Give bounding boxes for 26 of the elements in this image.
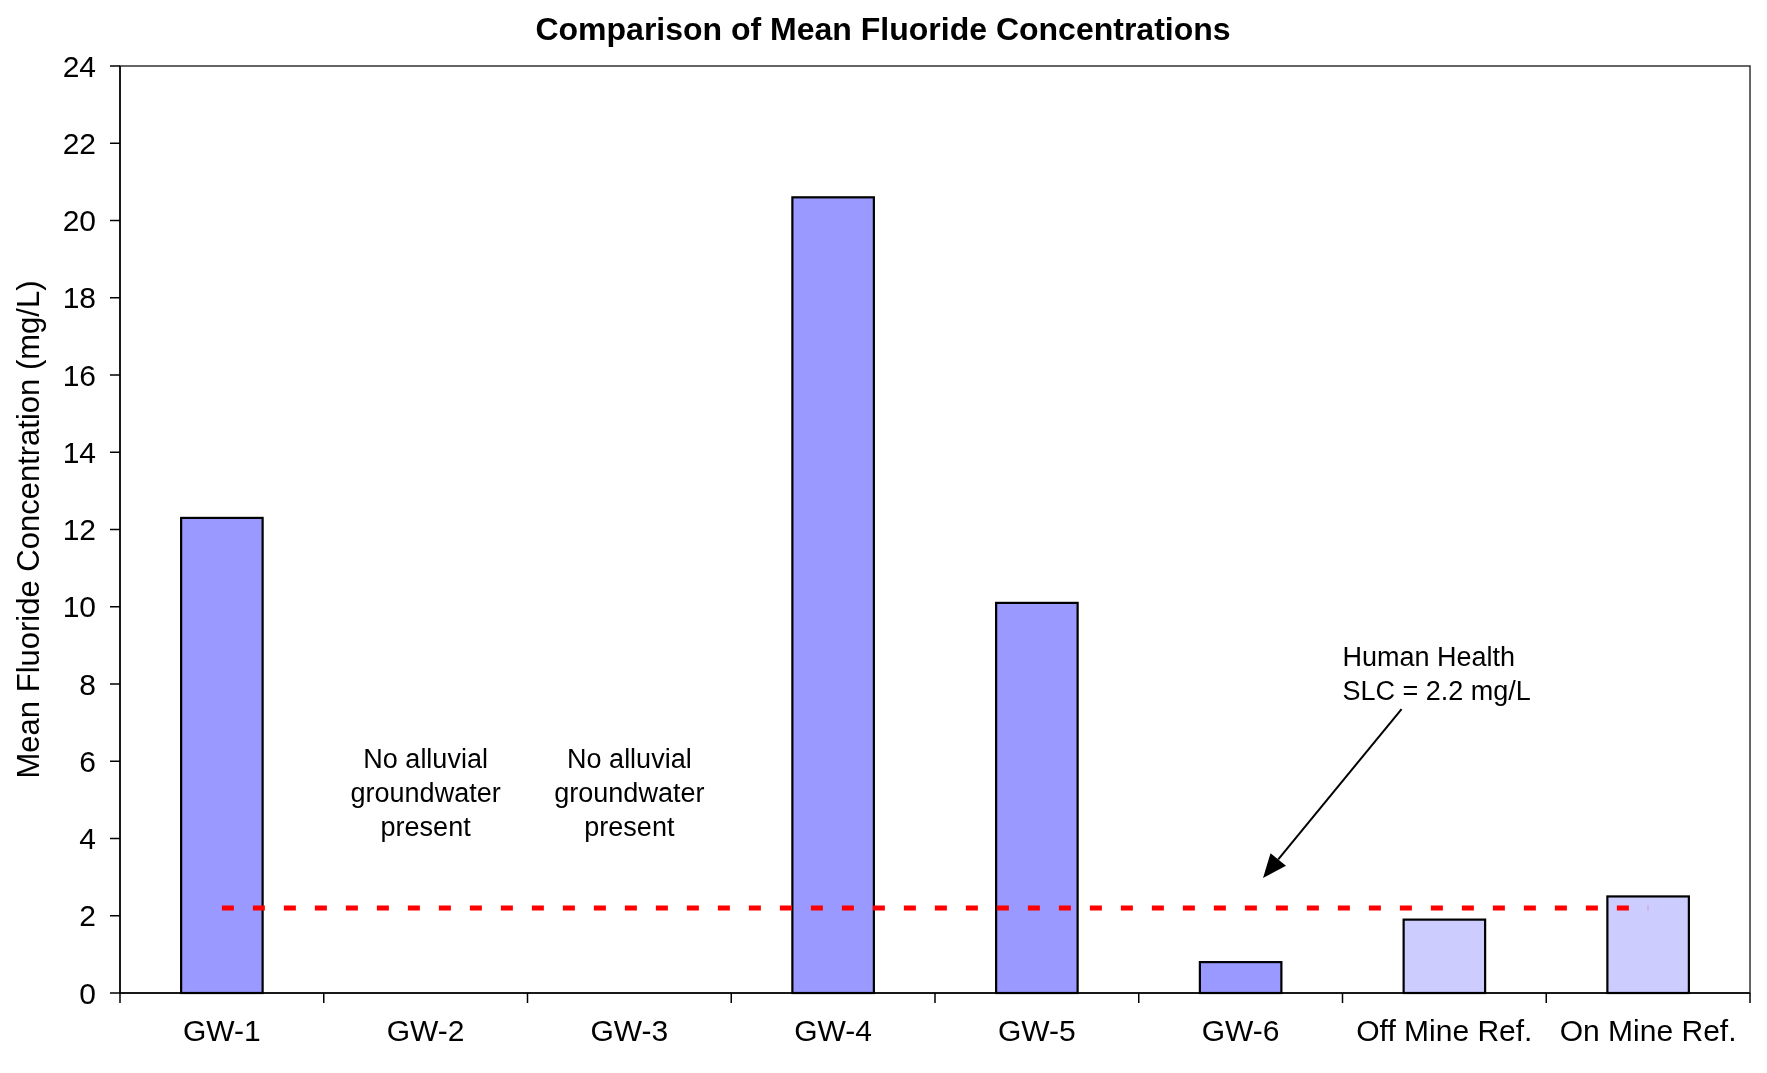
x-tick-label: GW-1 [182, 1014, 261, 1047]
x-tick-label: GW-3 [590, 1014, 669, 1047]
y-tick-label: 24 [62, 49, 96, 83]
x-tick-label: GW-2 [386, 1014, 465, 1047]
y-tick-label: 0 [79, 976, 96, 1010]
y-axis-title: Mean Fluoride Concentration (mg/L) [10, 280, 46, 779]
y-tick-label: 22 [62, 126, 96, 160]
y-tick-label: 16 [62, 358, 96, 392]
y-tick-label: 4 [79, 822, 96, 855]
x-tick-label: GW-6 [1201, 1014, 1280, 1047]
y-tick-label: 14 [62, 435, 96, 469]
annotation: Human Health SLC = 2.2 mg/L [1342, 642, 1531, 707]
chart-title: Comparison of Mean Fluoride Concentrations [535, 11, 1231, 47]
x-tick-label: GW-5 [997, 1014, 1076, 1047]
y-tick-label: 18 [62, 281, 96, 315]
x-tick-label: GW-4 [794, 1014, 873, 1047]
y-tick-label: 12 [62, 513, 96, 546]
annotation: No alluvial groundwater present [554, 743, 705, 842]
x-tick-label: On Mine Ref. [1559, 1014, 1737, 1047]
y-tick-label: 8 [79, 667, 96, 701]
y-tick-label: 10 [62, 590, 96, 624]
x-tick-label: Off Mine Ref. [1356, 1014, 1533, 1047]
y-tick-label: 2 [79, 899, 96, 933]
y-tick-label: 20 [62, 204, 96, 237]
annotation: No alluvial groundwater present [350, 743, 501, 842]
y-tick-label: 6 [79, 744, 96, 778]
